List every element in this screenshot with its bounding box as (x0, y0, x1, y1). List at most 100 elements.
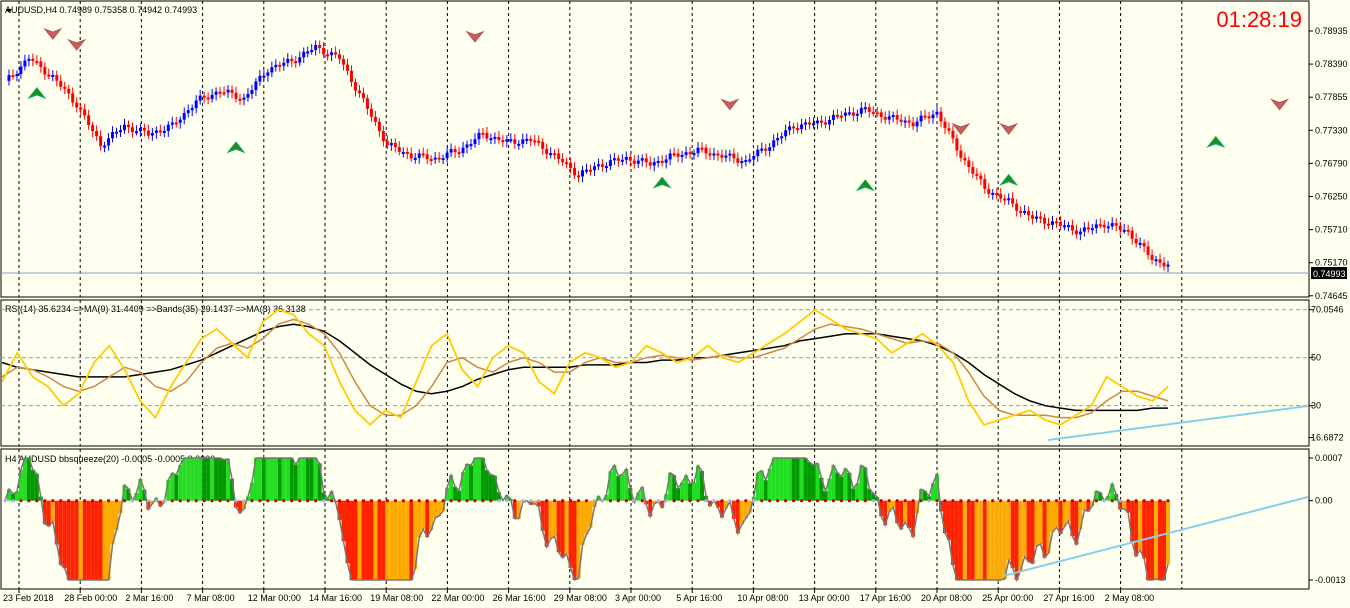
squeeze-dot (640, 499, 644, 503)
price-bar-body (342, 58, 346, 65)
price-bar-body (357, 90, 361, 94)
squeeze-dot (393, 499, 397, 503)
squeeze-dot (11, 499, 15, 503)
squeeze-dot (592, 499, 597, 503)
price-bar-body (115, 131, 119, 134)
squeeze-dot (967, 499, 971, 503)
price-label: 0.77330 (1315, 125, 1348, 135)
price-axis: 0.78935 0.78390 0.77855 0.77330 0.76790 0.762… (1309, 26, 1348, 301)
price-bar-body (1019, 210, 1023, 213)
price-bar-body (557, 153, 561, 160)
price-bar-body (35, 61, 39, 64)
price-bar-body (1134, 238, 1138, 244)
price-bar-body (1054, 221, 1058, 224)
price-bar-body (83, 109, 87, 116)
squeeze-dot (847, 499, 851, 503)
price-bar-body (27, 58, 31, 61)
squeeze-dot (728, 499, 732, 503)
price-bar-body (310, 50, 314, 53)
price-bar-body (728, 153, 732, 156)
bbs-label: -0.0013 (1315, 575, 1346, 585)
price-bar-body (672, 153, 676, 156)
price-bar-body (306, 51, 310, 54)
squeeze-dot (927, 499, 931, 503)
price-bar-body (975, 173, 979, 176)
bbsqueeze-outline (4, 457, 1169, 583)
squeeze-dot (919, 499, 923, 503)
price-bar-body (1078, 231, 1082, 235)
squeeze-dot (576, 499, 581, 503)
sell-arrow-icon (720, 98, 740, 111)
price-bar-body (541, 141, 545, 149)
squeeze-dot (194, 499, 198, 503)
sell-arrow-icon (67, 38, 87, 51)
squeeze-dot (19, 499, 23, 503)
price-bar-body (389, 142, 393, 146)
price-bar-body (353, 81, 357, 91)
squeeze-dot (91, 499, 95, 503)
price-bar-body (15, 74, 19, 77)
price-bar-body (1166, 264, 1170, 267)
price-bar-body (1110, 223, 1114, 227)
price-bar-body (640, 158, 644, 161)
time-label: 10 Apr 08:00 (737, 593, 788, 603)
time-axis: 23 Feb 2018 28 Feb 00:00 2 Mar 16:00 7 Mar … (3, 589, 1154, 603)
squeeze-dot (1030, 499, 1035, 503)
squeeze-dot (760, 499, 764, 503)
price-bar-body (712, 153, 716, 156)
price-bar-body (644, 158, 648, 163)
time-label: 12 Mar 00:00 (248, 593, 301, 603)
squeeze-dot (664, 499, 668, 503)
price-bar-body (1150, 254, 1154, 260)
bbsqueeze-pane-frame (0, 448, 1310, 590)
squeeze-dot (656, 499, 660, 503)
price-bar-body (907, 120, 911, 123)
price-bar-body (79, 107, 83, 110)
price-bar-body (43, 67, 47, 75)
squeeze-dot (202, 499, 206, 503)
price-bar-body (537, 140, 541, 143)
squeeze-dot (146, 499, 150, 503)
price-bar-body (198, 95, 202, 101)
squeeze-dot (855, 499, 859, 503)
price-bar-body (270, 67, 274, 73)
price-bar-body (393, 142, 397, 148)
price-bar-body (397, 147, 401, 152)
price-bar-body (823, 122, 827, 125)
price-bar-body (812, 123, 816, 126)
price-bar-body (577, 175, 581, 178)
price-bar-body (425, 154, 429, 160)
price-bar-body (162, 130, 166, 133)
price-bar-body (405, 151, 409, 154)
buy-arrow-icon (27, 87, 47, 100)
squeeze-dot (879, 499, 883, 503)
price-bar-body (740, 161, 744, 164)
squeeze-dot (67, 499, 71, 503)
price-bar-body (222, 92, 226, 95)
price-bar-body (1066, 225, 1070, 228)
price-bar-body (302, 51, 306, 58)
squeeze-dot (1118, 499, 1122, 503)
bbsqueeze-trendline[interactable] (1002, 496, 1309, 577)
price-bar-body (226, 89, 230, 93)
squeeze-dot (521, 499, 525, 503)
price-bar-body (1154, 259, 1158, 262)
price-bar-body (489, 138, 493, 141)
price-bar-body (899, 119, 903, 122)
squeeze-dot (433, 499, 437, 503)
squeeze-dots (3, 499, 1170, 503)
price-bar-body (700, 147, 704, 150)
squeeze-dot (696, 499, 700, 503)
rsi-trendline[interactable] (1047, 405, 1309, 441)
squeeze-dot (409, 499, 413, 503)
squeeze-dot (51, 499, 55, 503)
squeeze-dot (242, 499, 246, 503)
price-bar-body (596, 164, 600, 167)
squeeze-dot (266, 499, 270, 503)
price-bar-body (1138, 242, 1142, 245)
collapse-arrow-icon[interactable] (6, 9, 12, 13)
price-bar-body (99, 136, 103, 147)
squeeze-dot (1070, 499, 1075, 503)
price-bar-body (166, 124, 170, 131)
